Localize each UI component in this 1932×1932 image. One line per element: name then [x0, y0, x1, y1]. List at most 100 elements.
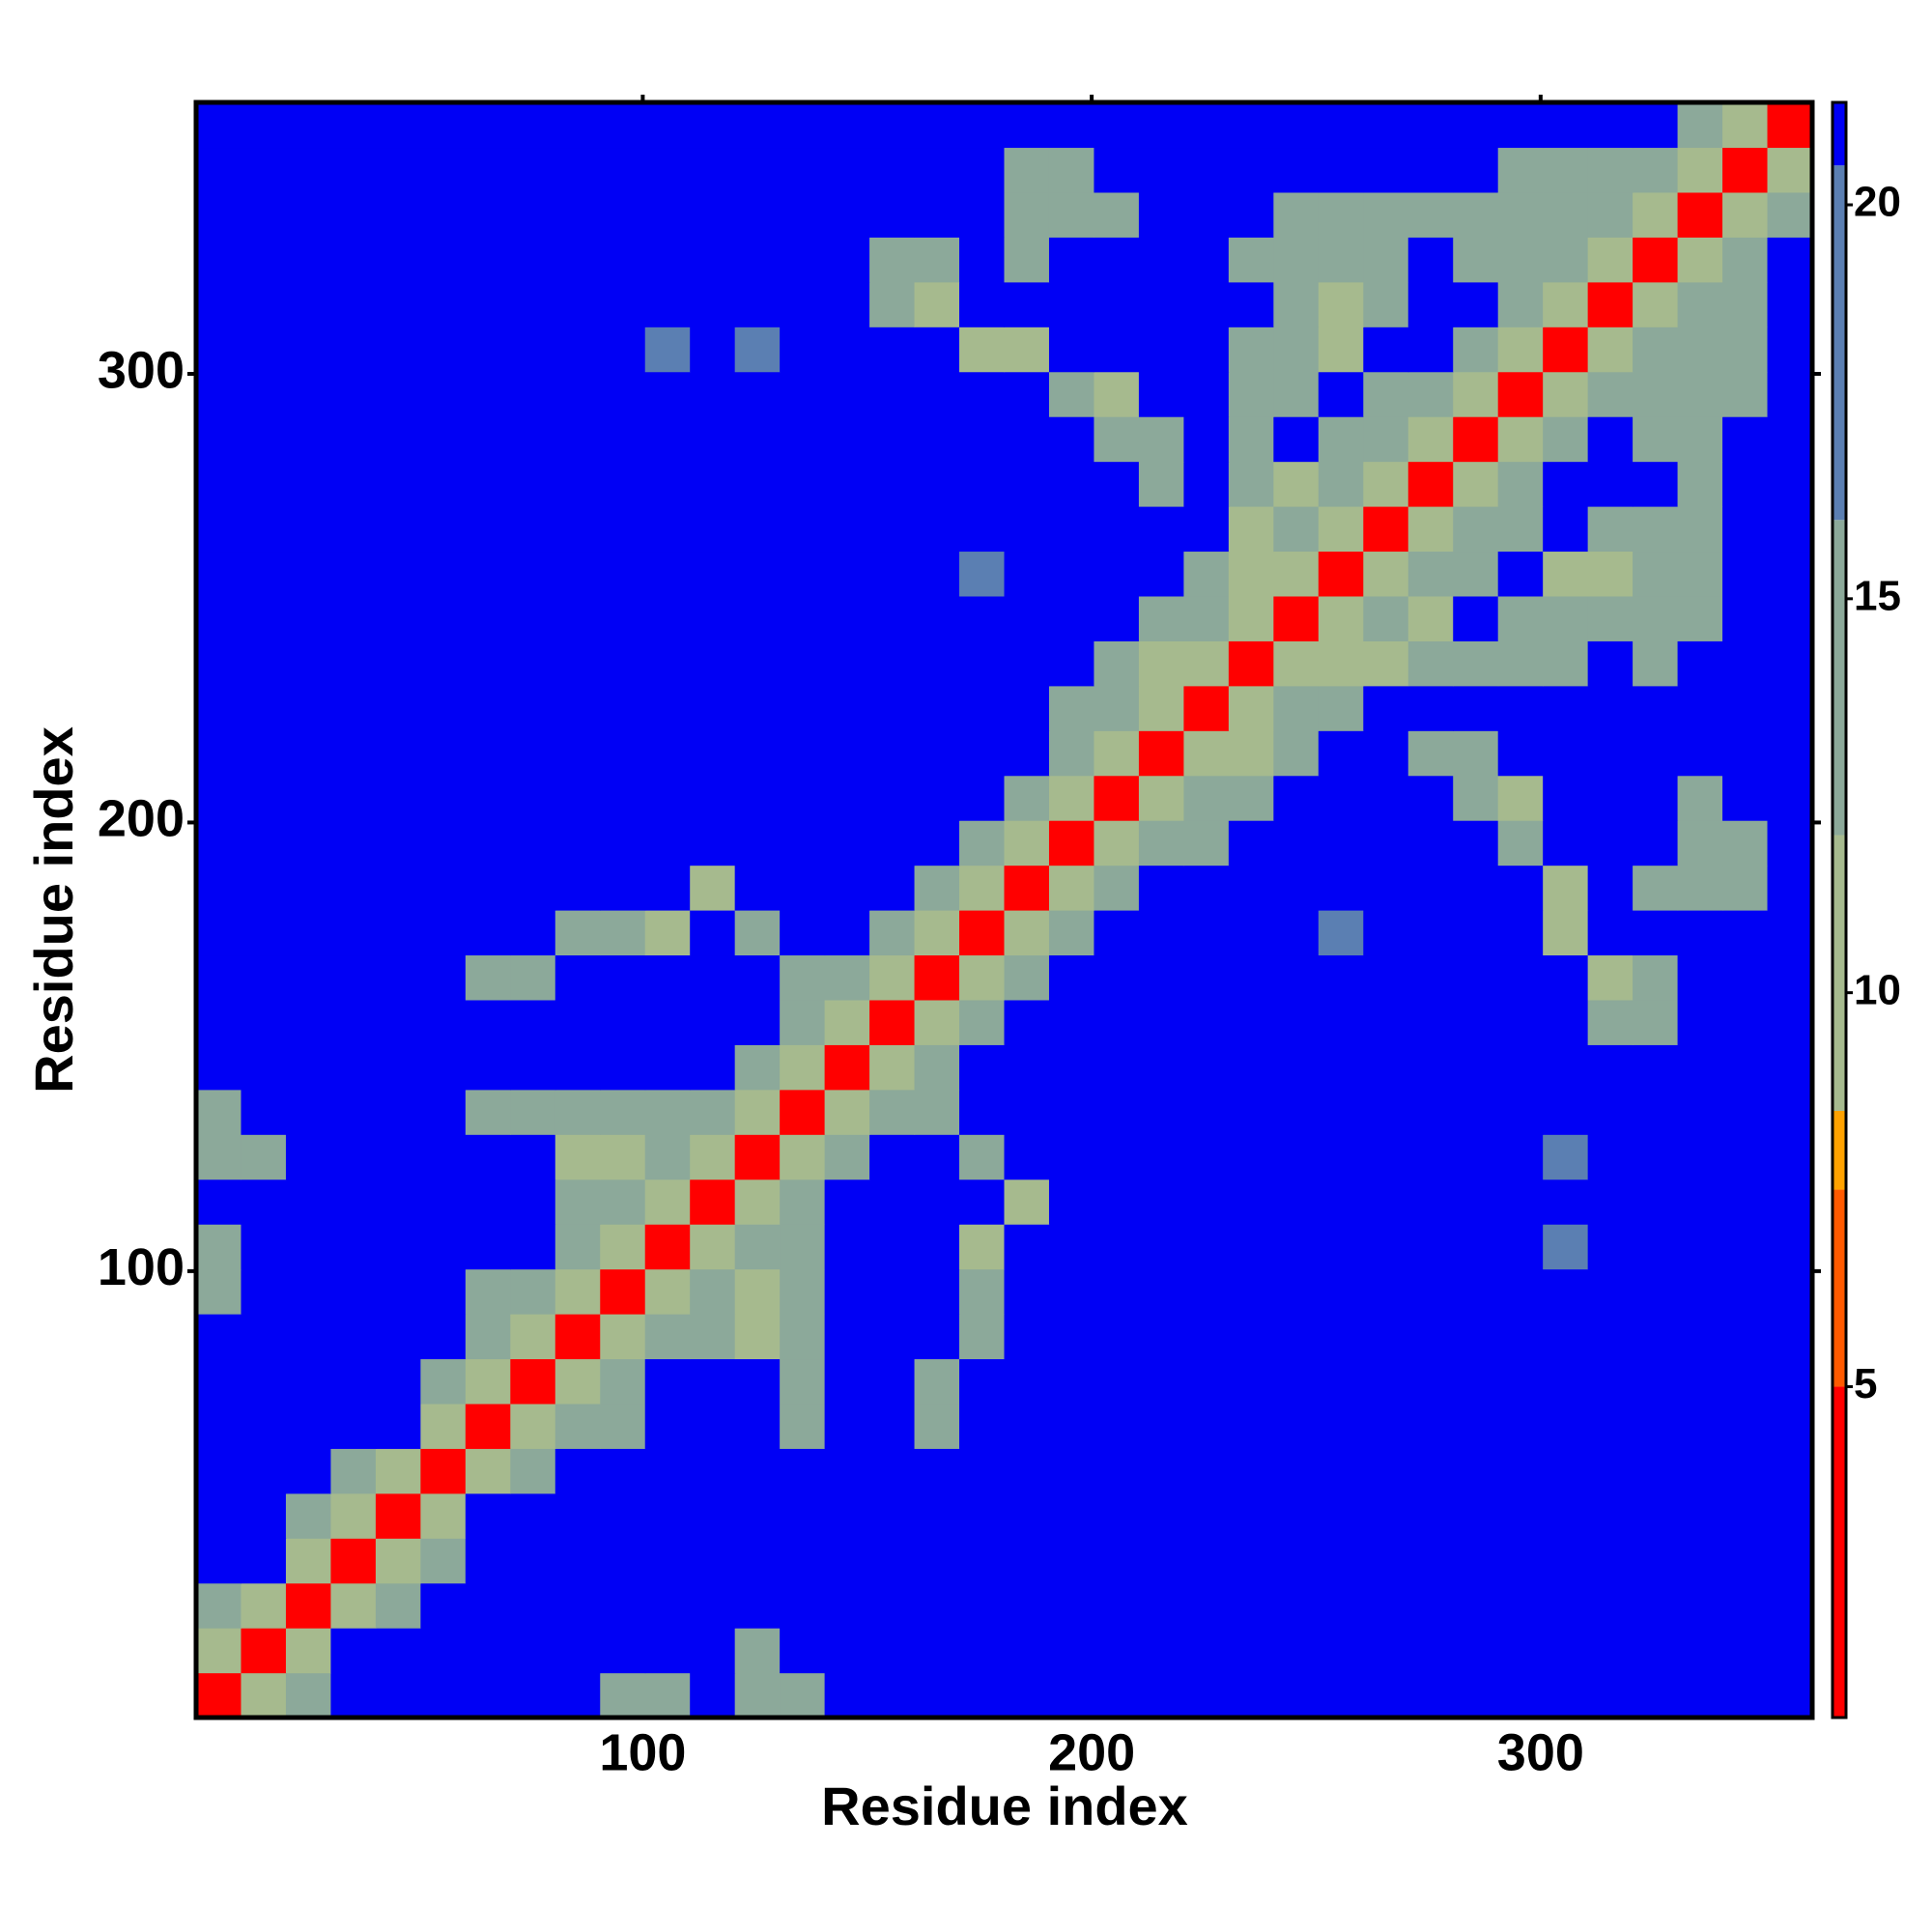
heatmap-cell — [780, 910, 826, 956]
heatmap-cell — [780, 1582, 826, 1629]
heatmap-cell — [1048, 910, 1095, 956]
heatmap-cell — [1228, 1224, 1274, 1270]
heatmap-cell — [375, 1582, 421, 1629]
heatmap-cell — [510, 1134, 556, 1180]
heatmap-cell — [1318, 954, 1364, 1001]
heatmap-cell — [510, 1179, 556, 1225]
heatmap-cell — [644, 1403, 691, 1449]
heatmap-cell — [1587, 461, 1634, 507]
heatmap-cell — [1273, 1492, 1320, 1539]
heatmap-cell — [465, 685, 511, 731]
heatmap-cell — [1318, 1628, 1364, 1674]
heatmap-cell — [465, 371, 511, 417]
heatmap-cell — [1183, 1134, 1230, 1180]
heatmap-cell — [1138, 999, 1184, 1045]
heatmap-cell — [330, 865, 377, 911]
heatmap-cell — [780, 416, 826, 463]
heatmap-cell — [1363, 416, 1409, 463]
heatmap-cell — [1183, 102, 1230, 149]
heatmap-cell — [780, 1448, 826, 1494]
heatmap-cell — [1633, 191, 1679, 238]
heatmap-cell — [465, 1403, 511, 1449]
heatmap-cell — [465, 1089, 511, 1135]
heatmap-cell — [959, 865, 1006, 911]
heatmap-cell — [1497, 595, 1544, 641]
heatmap-cell — [285, 685, 332, 731]
heatmap-cell — [1633, 685, 1679, 731]
heatmap-cell — [644, 1672, 691, 1719]
heatmap-cell — [1722, 371, 1769, 417]
heatmap-cell — [1497, 1044, 1544, 1091]
heatmap-cell — [1094, 595, 1140, 641]
heatmap-cell — [1722, 1448, 1769, 1494]
heatmap-cell — [690, 102, 736, 149]
heatmap-cell — [196, 1403, 242, 1449]
heatmap-cell — [1767, 595, 1813, 641]
heatmap-cell — [196, 1358, 242, 1405]
heatmap-cell — [869, 327, 916, 373]
heatmap-cell — [1633, 1628, 1679, 1674]
heatmap-cell — [1004, 1268, 1050, 1315]
heatmap-cell — [510, 640, 556, 687]
heatmap-cell — [285, 1044, 332, 1091]
heatmap-cell — [554, 1448, 601, 1494]
heatmap-cell — [1318, 1358, 1364, 1405]
heatmap-cell — [1633, 1582, 1679, 1629]
heatmap-cell — [554, 999, 601, 1045]
heatmap-cell — [241, 775, 287, 821]
heatmap-cell — [824, 595, 870, 641]
heatmap-cell — [241, 1672, 287, 1719]
heatmap-cell — [1587, 595, 1634, 641]
heatmap-cell — [1453, 1672, 1499, 1719]
heatmap-cell — [241, 191, 287, 238]
heatmap-cell — [869, 1044, 916, 1091]
heatmap-cell — [690, 1628, 736, 1674]
heatmap-cell — [1677, 595, 1723, 641]
heatmap-cell — [1363, 191, 1409, 238]
heatmap-cell — [869, 999, 916, 1045]
heatmap-cell — [734, 1089, 781, 1135]
heatmap-cell — [330, 1089, 377, 1135]
heatmap-cell — [600, 551, 646, 597]
heatmap-cell — [1363, 1358, 1409, 1405]
heatmap-cell — [600, 775, 646, 821]
heatmap-cell — [600, 954, 646, 1001]
heatmap-cell — [465, 1582, 511, 1629]
heatmap-cell — [1048, 820, 1095, 867]
heatmap-cell — [1453, 237, 1499, 283]
heatmap-cell — [1722, 999, 1769, 1045]
heatmap-cell — [1407, 1089, 1454, 1135]
heatmap-cell — [1767, 1582, 1813, 1629]
heatmap-cell — [1453, 640, 1499, 687]
heatmap-cell — [824, 954, 870, 1001]
heatmap-cell — [465, 416, 511, 463]
heatmap-cell — [1318, 999, 1364, 1045]
heatmap-cell — [375, 730, 421, 777]
heatmap-cell — [285, 1582, 332, 1629]
heatmap-cell — [1587, 1492, 1634, 1539]
heatmap-cell — [1587, 1672, 1634, 1719]
heatmap-cell — [780, 1134, 826, 1180]
heatmap-cell — [1318, 640, 1364, 687]
heatmap-cell — [780, 506, 826, 553]
heatmap-cell — [285, 281, 332, 327]
heatmap-cell — [780, 954, 826, 1001]
heatmap-cell — [1677, 1134, 1723, 1180]
heatmap-cell — [1273, 730, 1320, 777]
heatmap-cell — [1138, 506, 1184, 553]
heatmap-cell — [1228, 685, 1274, 731]
heatmap-cell — [510, 775, 556, 821]
heatmap-cell — [734, 327, 781, 373]
heatmap-cell — [465, 237, 511, 283]
heatmap-cell — [1004, 730, 1050, 777]
heatmap-cell — [1543, 775, 1589, 821]
heatmap-cell — [1497, 999, 1544, 1045]
heatmap-cell — [1677, 102, 1723, 149]
heatmap-cell — [959, 102, 1006, 149]
heatmap-cell — [824, 910, 870, 956]
heatmap-cell — [420, 999, 467, 1045]
heatmap-cell — [1094, 820, 1140, 867]
heatmap-cell — [554, 327, 601, 373]
heatmap-cell — [600, 1628, 646, 1674]
heatmap-cell — [420, 1089, 467, 1135]
